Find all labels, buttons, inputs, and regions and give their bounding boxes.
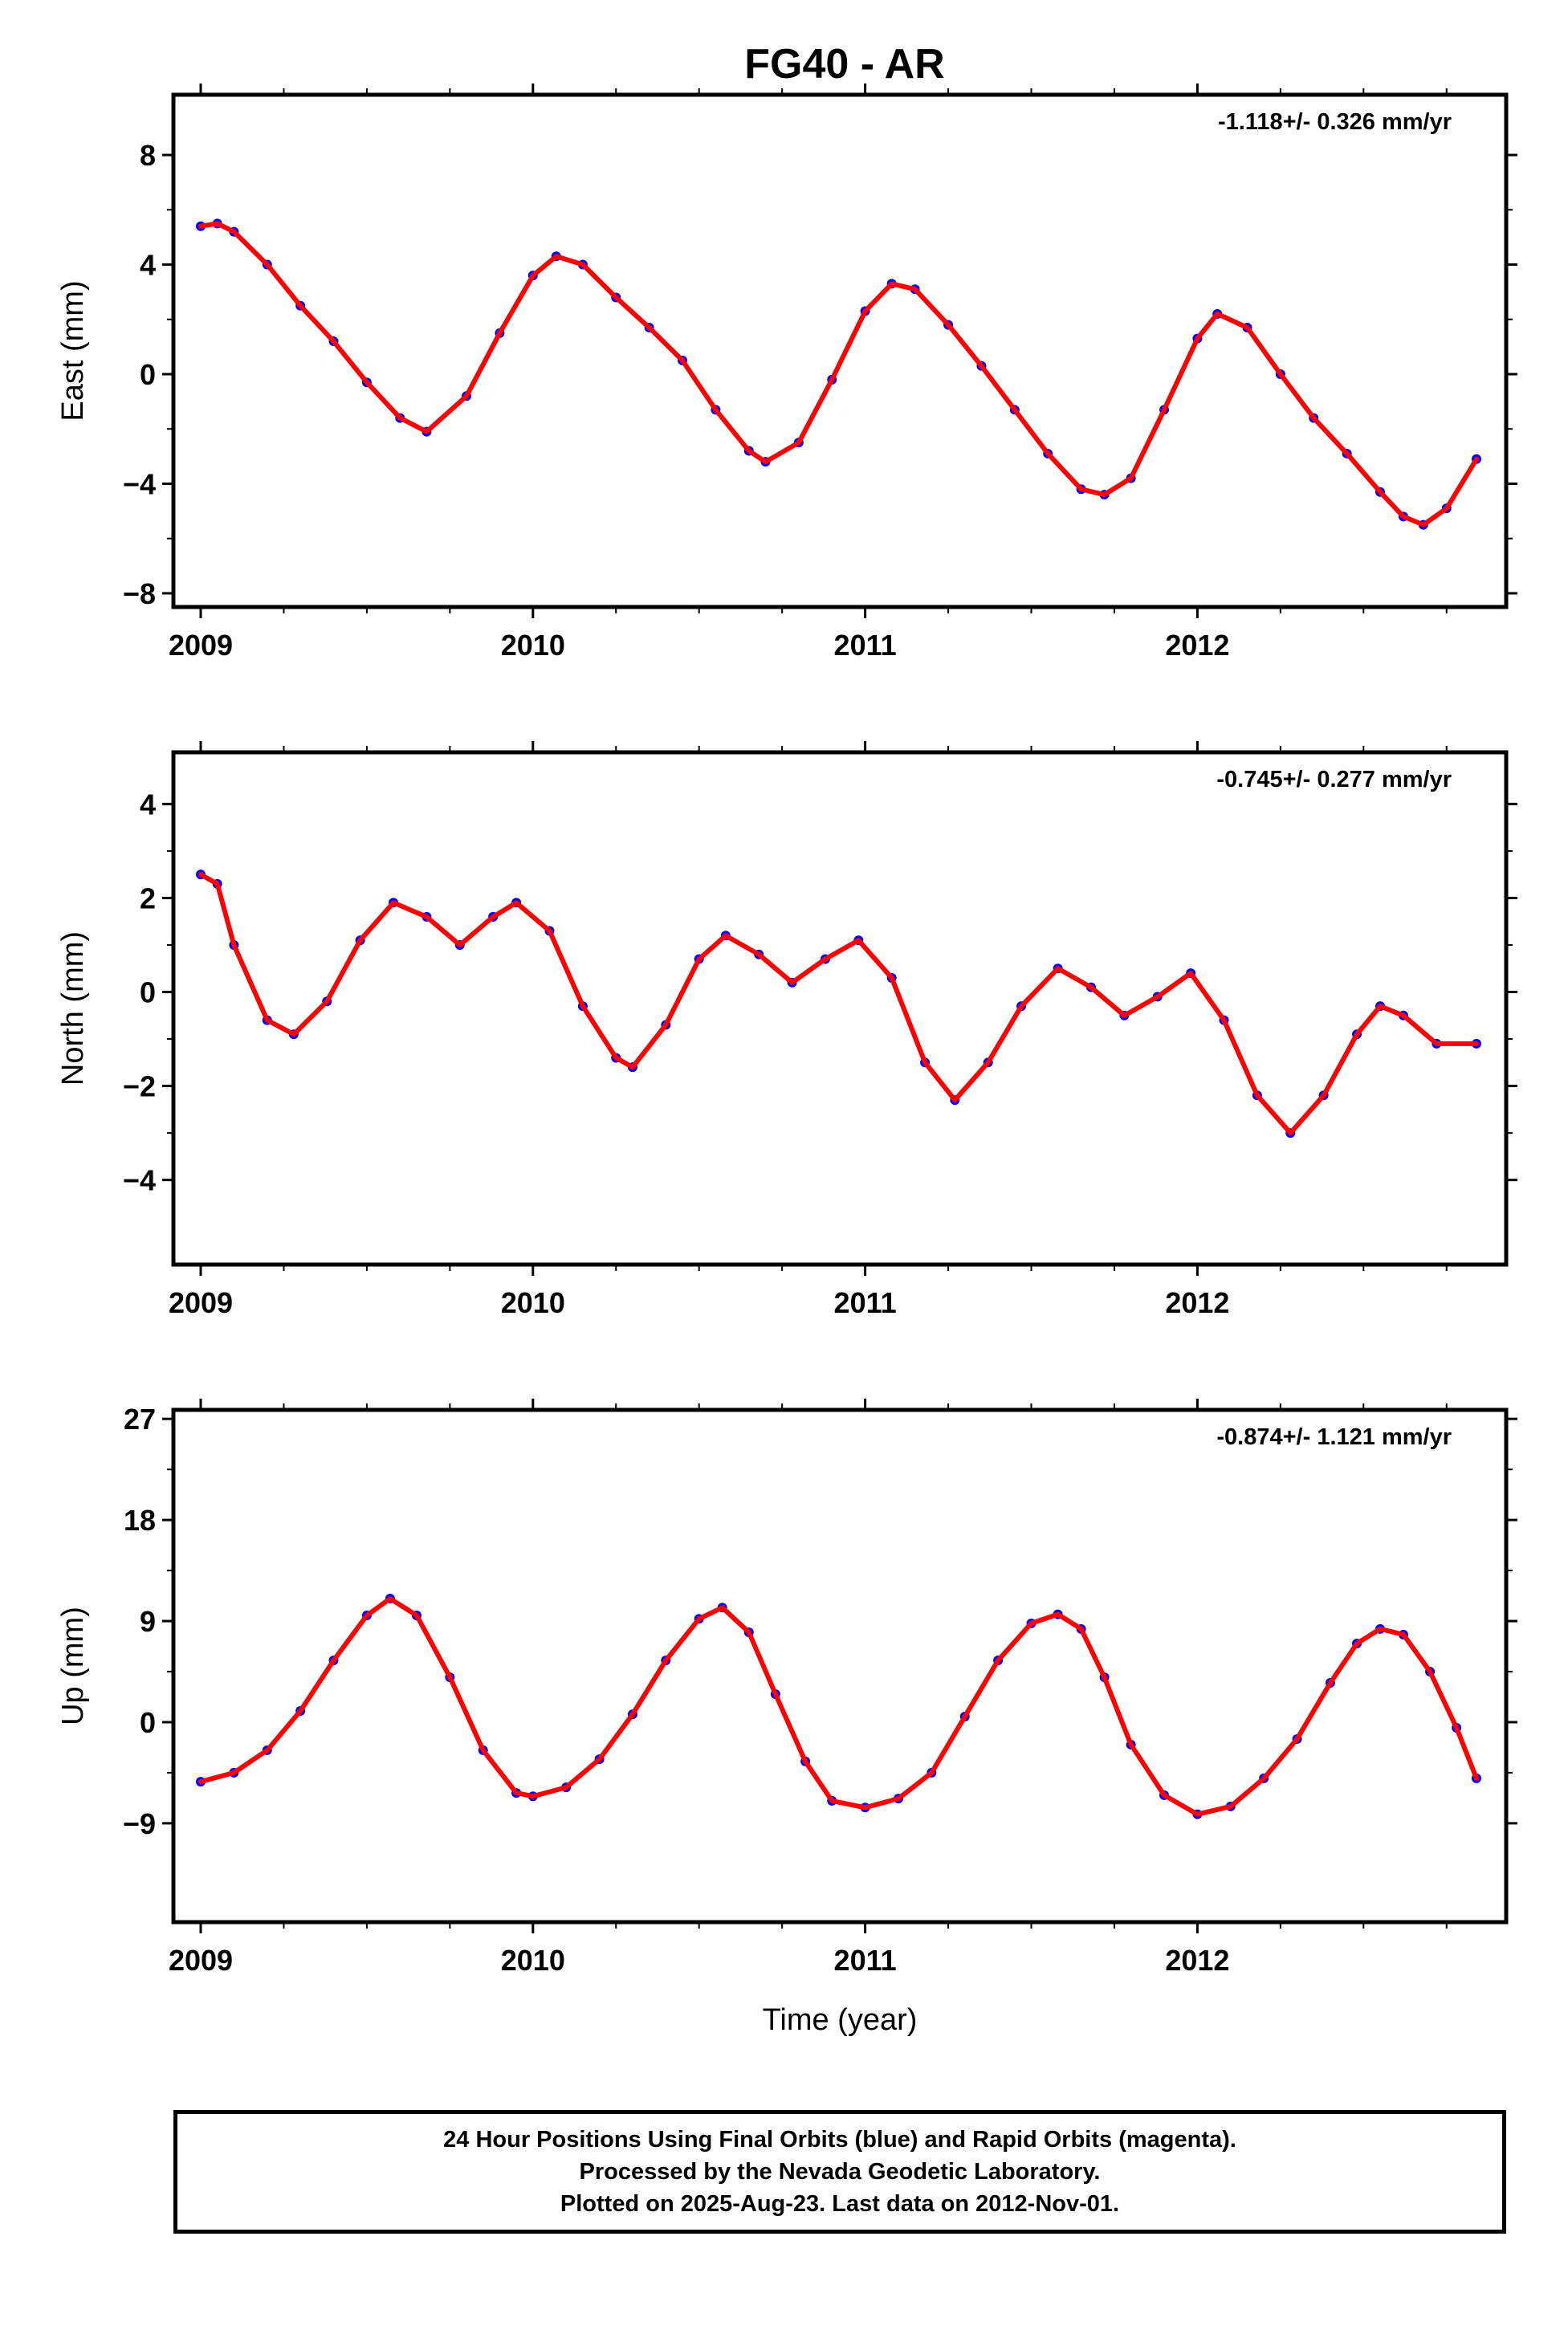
- y-tick-label: 2: [140, 882, 156, 914]
- footer-line-3: Plotted on 2025-Aug-23. Last data on 201…: [560, 2191, 1120, 2217]
- x-tick-label: 2010: [501, 1944, 565, 1977]
- y-tick-label: 0: [140, 1706, 156, 1739]
- panel-3: 2009 2010 2011 2012 −9 0 9 18 27 Up (mm) -0.874+/-…: [56, 1399, 1517, 2037]
- data-layer: [196, 1594, 1481, 1819]
- footer-line-2: Processed by the Nevada Geodetic Laborat…: [579, 2159, 1101, 2185]
- y-tick-label: 18: [124, 1504, 156, 1537]
- plot-frame: [171, 1407, 1509, 1925]
- y-axis-label: East (mm): [56, 280, 90, 421]
- x-tick-label: 2009: [169, 1286, 233, 1319]
- footer-line-1: 24 Hour Positions Using Final Orbits (bl…: [443, 2127, 1236, 2153]
- y-axis-label: Up (mm): [56, 1607, 90, 1725]
- y-tick-label: −9: [123, 1807, 156, 1840]
- y-tick-label: 27: [124, 1403, 156, 1436]
- x-tick-label: 2012: [1165, 1286, 1229, 1319]
- x-tick-label: 2011: [834, 1286, 897, 1319]
- fit-line: [198, 1596, 1479, 1817]
- y-tick-label: 0: [140, 358, 156, 391]
- data-layer: [196, 870, 1481, 1139]
- plot-frame: [171, 92, 1509, 609]
- fit-line: [198, 872, 1479, 1136]
- x-tick-label: 2012: [1165, 629, 1229, 662]
- y-tick-label: 4: [140, 249, 156, 282]
- fit-line: [198, 221, 1479, 528]
- x-axis-label: Time (year): [763, 2003, 918, 2037]
- velocity-annotation: -1.118+/- 0.326 mm/yr: [1218, 109, 1452, 135]
- chart-title: FG40 - AR: [744, 41, 944, 88]
- footer-caption-box: 24 Hour Positions Using Final Orbits (bl…: [173, 2110, 1506, 2234]
- panel-1: 2009 2010 2011 2012 −8 −4 0 4 8 East (mm) -1.118+/…: [56, 84, 1517, 662]
- y-tick-label: −4: [123, 467, 156, 500]
- x-tick-label: 2009: [169, 1944, 233, 1977]
- y-axis-label: North (mm): [56, 931, 90, 1086]
- x-tick-label: 2010: [501, 1286, 565, 1319]
- data-layer: [196, 218, 1481, 530]
- y-tick-label: −4: [123, 1164, 156, 1197]
- velocity-annotation: -0.745+/- 0.277 mm/yr: [1216, 767, 1452, 792]
- x-tick-label: 2011: [834, 1944, 897, 1977]
- plot-frame: [171, 750, 1509, 1267]
- y-tick-label: −8: [123, 577, 156, 610]
- panel-2: 2009 2010 2011 2012 −4 −2 0 2 4 North (mm) -0.745+…: [56, 741, 1517, 1319]
- x-tick-label: 2011: [834, 629, 897, 662]
- y-tick-label: 0: [140, 976, 156, 1009]
- x-tick-label: 2010: [501, 629, 565, 662]
- y-tick-label: 4: [140, 788, 156, 821]
- x-tick-label: 2009: [169, 629, 233, 662]
- y-tick-label: 9: [140, 1605, 156, 1638]
- y-tick-label: −2: [123, 1070, 156, 1103]
- y-tick-label: 8: [140, 139, 156, 172]
- velocity-annotation: -0.874+/- 1.121 mm/yr: [1216, 1424, 1452, 1450]
- x-tick-label: 2012: [1165, 1944, 1229, 1977]
